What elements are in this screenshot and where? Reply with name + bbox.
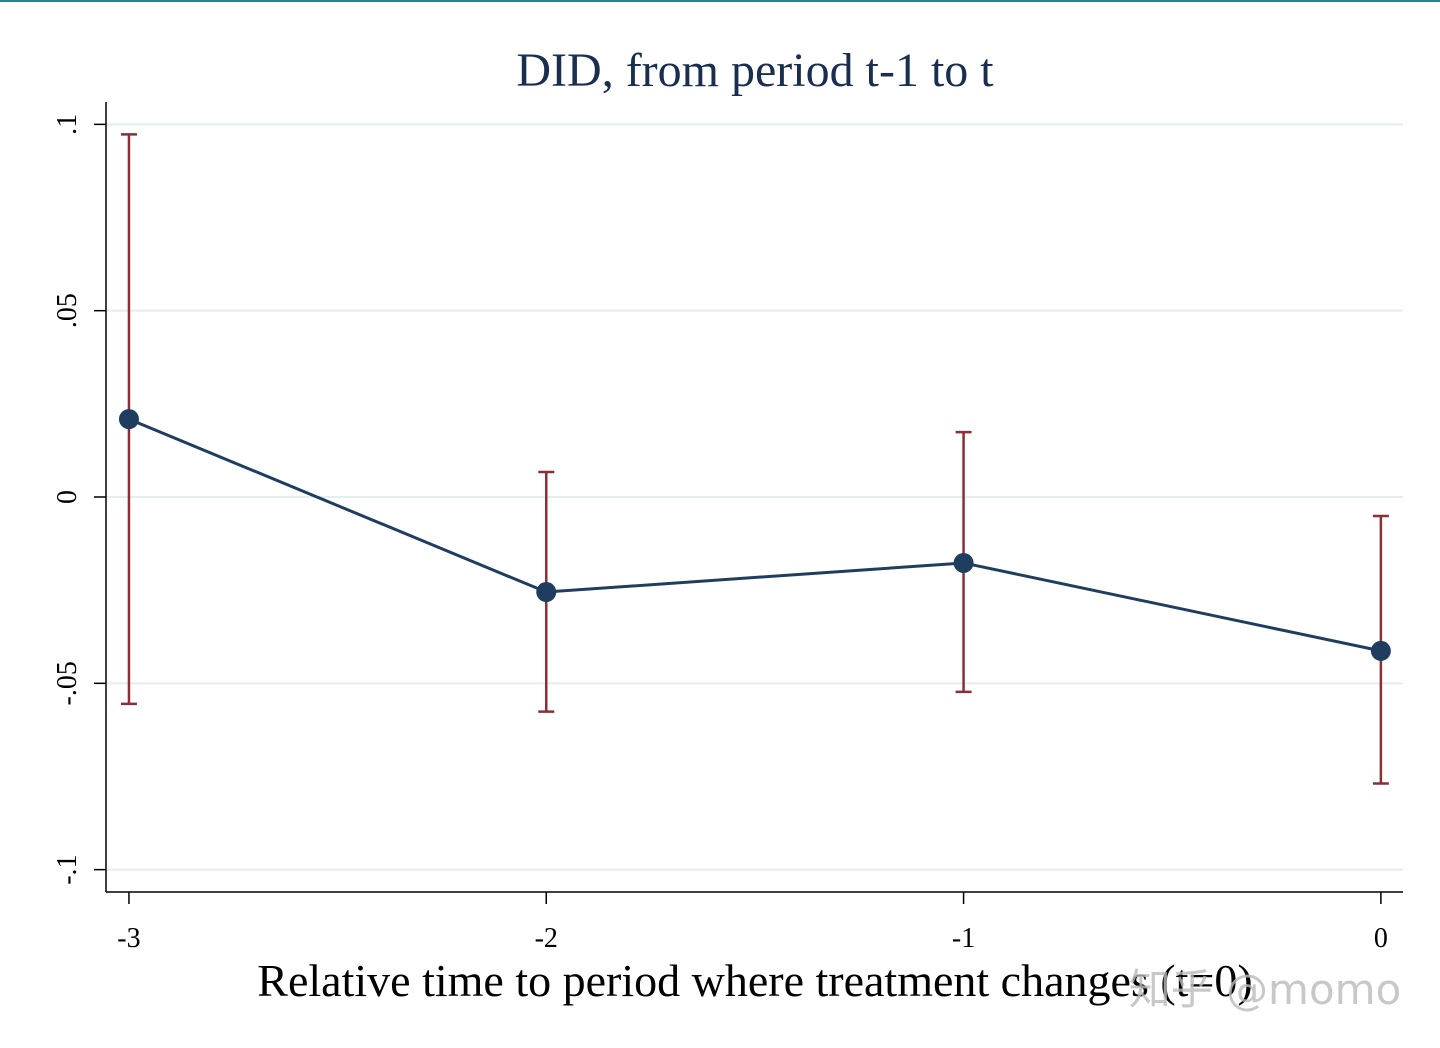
y-tick-label: .1	[52, 114, 83, 135]
chart-title: DID, from period t-1 to t	[516, 44, 994, 97]
point	[953, 552, 974, 573]
x-tick-label: -1	[952, 923, 975, 954]
y-tick-label: 0	[52, 490, 83, 504]
point	[536, 582, 557, 603]
point	[1370, 640, 1391, 661]
y-tick-label: .05	[52, 293, 83, 328]
x-tick-label: 0	[1374, 923, 1388, 954]
top-border	[0, 0, 1440, 2]
point	[118, 409, 139, 430]
y-tick-label: -.05	[52, 661, 83, 705]
data-line	[128, 417, 1382, 653]
x-tick-label: -2	[535, 923, 558, 954]
watermark: 知乎 @momo	[1129, 965, 1402, 1014]
x-axis-label: Relative time to period where treatment …	[257, 955, 1252, 1006]
x-tick-label: -3	[117, 923, 140, 954]
y-tick-label: -.1	[52, 854, 83, 884]
